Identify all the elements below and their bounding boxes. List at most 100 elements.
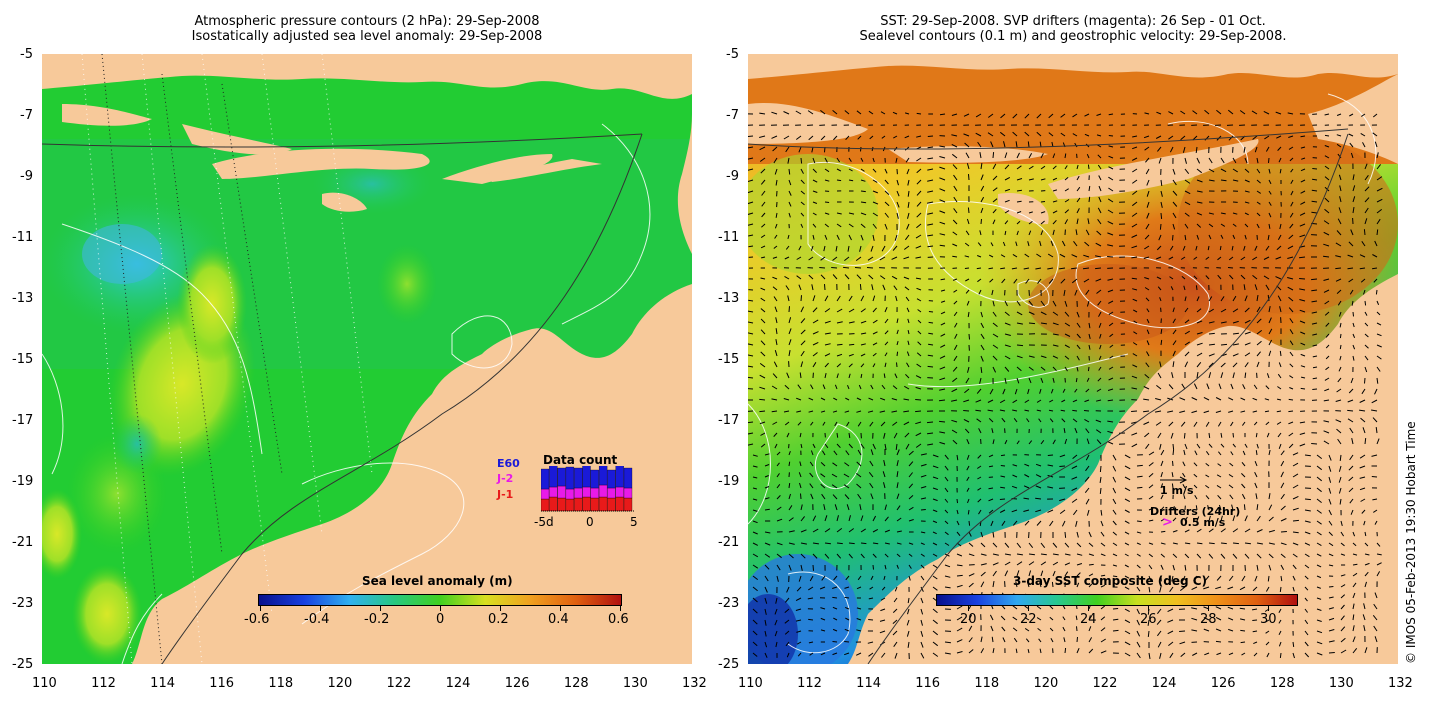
velocity-vector — [859, 504, 862, 511]
velocity-vector — [784, 384, 790, 390]
velocity-vector — [1172, 506, 1175, 511]
velocity-vector — [820, 652, 826, 656]
velocity-vector — [872, 352, 877, 357]
velocity-vector — [1242, 450, 1246, 456]
velocity-vector — [1376, 377, 1379, 384]
velocity-vector — [1004, 344, 1011, 348]
sst-colorbar-tick-mark — [968, 606, 969, 611]
velocity-vector — [812, 201, 818, 204]
histogram-bar — [541, 488, 550, 500]
velocity-vector — [1143, 256, 1150, 259]
velocity-vector — [1240, 410, 1246, 413]
velocity-vector — [896, 212, 899, 219]
velocity-vector — [748, 146, 754, 149]
velocity-vector — [916, 168, 922, 174]
velocity-vector — [748, 310, 754, 313]
velocity-vector — [978, 428, 982, 434]
velocity-vector — [1324, 208, 1330, 214]
velocity-vector — [1338, 476, 1342, 483]
velocity-vector — [1148, 451, 1155, 456]
velocity-vector — [1300, 201, 1306, 205]
velocity-vector — [1170, 286, 1174, 291]
velocity-vector — [1052, 333, 1059, 336]
velocity-vector — [967, 366, 970, 373]
velocity-vector — [1288, 443, 1294, 449]
velocity-vector — [784, 256, 790, 260]
velocity-vector — [953, 196, 958, 203]
velocity-vector — [1160, 471, 1163, 478]
velocity-vector — [1304, 608, 1309, 613]
velocity-vector — [1052, 177, 1058, 181]
velocity-vector — [834, 384, 838, 390]
sst-map — [748, 54, 1398, 664]
velocity-vector — [812, 528, 819, 533]
velocity-vector — [845, 397, 850, 401]
velocity-vector — [1279, 350, 1282, 357]
velocity-vector — [1253, 384, 1258, 390]
velocity-vector — [831, 484, 838, 489]
velocity-vector — [1180, 135, 1186, 141]
velocity-vector — [868, 397, 874, 401]
velocity-vector — [776, 518, 783, 522]
velocity-vector — [944, 520, 949, 525]
velocity-vector — [748, 321, 754, 324]
velocity-vector — [1316, 619, 1322, 622]
velocity-vector — [992, 300, 995, 307]
velocity-vector — [944, 498, 949, 503]
velocity-vector — [980, 648, 985, 654]
velocity-vector — [775, 597, 778, 604]
velocity-vector — [752, 553, 759, 558]
velocity-vector — [1316, 586, 1321, 589]
velocity-vector — [824, 168, 830, 173]
velocity-vector — [1182, 146, 1186, 153]
velocity-vector — [940, 333, 946, 337]
sla-x-tick: 126 — [504, 676, 530, 691]
velocity-vector — [895, 295, 898, 302]
sst-x-tick: 114 — [856, 676, 881, 691]
velocity-vector — [927, 234, 934, 237]
velocity-vector — [1348, 241, 1354, 247]
velocity-vector — [1052, 439, 1056, 445]
velocity-vector — [860, 515, 864, 522]
velocity-vector — [1084, 487, 1090, 494]
velocity-vector — [1316, 476, 1323, 482]
velocity-vector — [774, 630, 778, 637]
velocity-vector — [759, 146, 766, 151]
velocity-vector — [1352, 185, 1356, 192]
velocity-vector — [1328, 509, 1332, 516]
velocity-vector — [956, 574, 963, 577]
velocity-vector — [1376, 322, 1382, 326]
velocity-vector — [1374, 240, 1378, 247]
velocity-vector — [848, 363, 853, 368]
velocity-vector — [1064, 209, 1070, 214]
velocity-vector — [1208, 223, 1214, 228]
velocity-vector — [1372, 498, 1378, 501]
velocity-vector — [893, 641, 898, 647]
velocity-vector — [800, 350, 805, 357]
velocity-vector — [968, 649, 974, 654]
velocity-vector — [1338, 366, 1342, 372]
velocity-vector — [1205, 484, 1210, 489]
velocity-vector — [964, 255, 970, 258]
velocity-vector — [1016, 322, 1023, 325]
velocity-vector — [1172, 179, 1177, 186]
velocity-vector — [1074, 427, 1078, 434]
velocity-vector — [908, 553, 913, 557]
sst-x-tick: 124 — [1151, 676, 1177, 691]
velocity-vector — [860, 363, 865, 368]
velocity-vector — [1156, 245, 1162, 251]
velocity-vector — [1063, 289, 1066, 296]
velocity-vector — [1168, 135, 1174, 140]
velocity-vector — [1039, 388, 1042, 394]
velocity-vector — [856, 629, 862, 632]
sst-x-tick: 112 — [797, 676, 822, 691]
velocity-vector — [1136, 520, 1142, 523]
histogram-bar — [598, 484, 608, 498]
velocity-vector — [1196, 542, 1203, 545]
velocity-vector — [1100, 553, 1106, 557]
velocity-vector — [848, 353, 854, 357]
velocity-vector — [1227, 267, 1234, 269]
velocity-vector — [836, 295, 841, 302]
velocity-vector — [1143, 398, 1150, 401]
velocity-vector — [870, 449, 874, 456]
